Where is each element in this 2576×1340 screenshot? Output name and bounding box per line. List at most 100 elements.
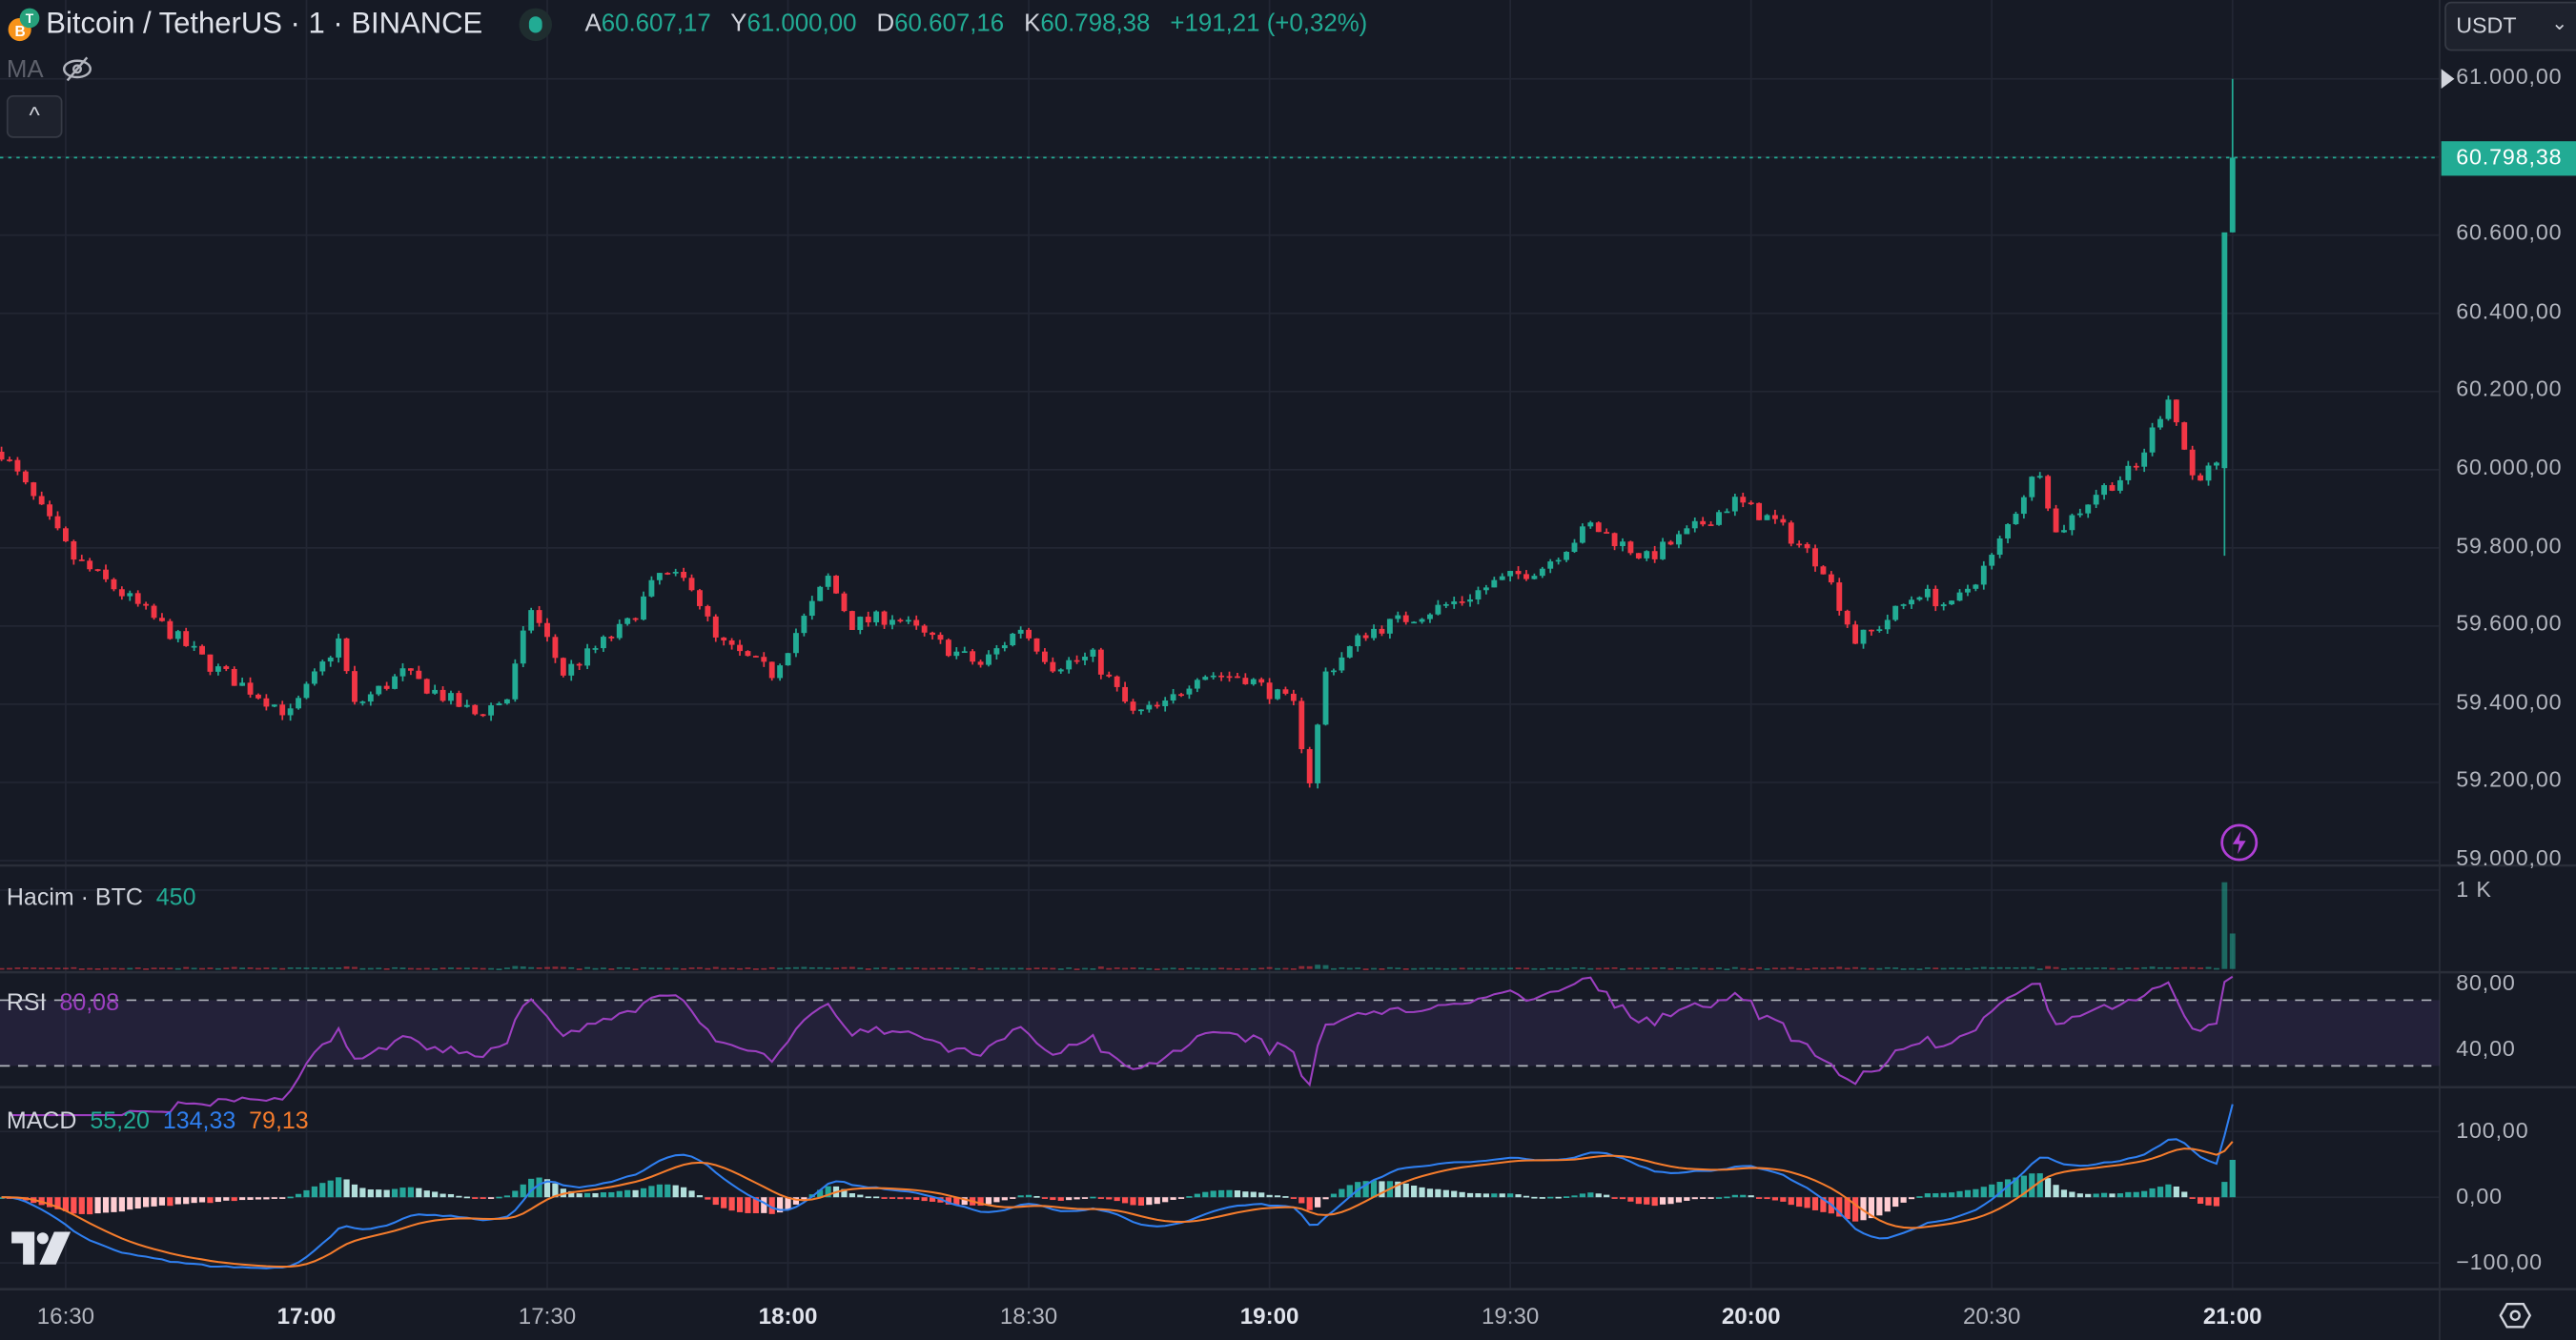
macd-histogram-bar [432,1191,439,1198]
macd-histogram-bar [688,1190,695,1198]
candle-body [1660,541,1666,559]
low-value: 60.607,16 [894,10,1005,38]
volume-bar [0,967,5,970]
settings-icon[interactable] [2499,1301,2532,1330]
candle-body [1442,603,1449,606]
volume-bar [825,967,831,970]
tradingview-logo[interactable] [11,1231,72,1265]
high-marker-icon [2441,69,2455,90]
macd-histogram-bar [1852,1197,1859,1222]
macd-histogram-bar [1177,1197,1185,1199]
candle-body [319,661,326,672]
macd-histogram-bar [247,1197,254,1200]
candle-body [1716,512,1722,525]
price-axis-label: 60.200,00 [2456,376,2563,402]
macd-histogram-bar [151,1197,157,1207]
macd-histogram-bar [1860,1197,1867,1221]
current-price-label: 60.798,38 [2456,144,2563,170]
volume-bar [336,967,342,969]
eye-slash-icon[interactable] [61,54,93,84]
volume-bar [1611,966,1618,969]
candle-body [2053,508,2059,533]
candle-body [174,631,181,640]
candle-body [1427,614,1433,619]
market-open-status-icon[interactable] [519,8,552,42]
candle-body [641,596,646,620]
candle-body [1740,497,1747,503]
volume-label: Hacim · BTC [6,884,143,912]
macd-histogram-bar [1900,1197,1907,1203]
candle-body [167,620,174,640]
volume-bar [1651,967,1658,969]
ma-indicator-label[interactable]: MA [6,55,44,84]
candle-body [1909,599,1914,605]
candle-body [777,665,784,679]
volume-bar [71,966,77,969]
candle-body [1507,571,1514,577]
candle-body [848,611,855,630]
volume-bar [1748,968,1754,971]
macd-histogram-bar [1964,1189,1972,1198]
volume-bar [1427,967,1433,970]
candle-body [263,698,270,707]
candle-body [1604,532,1610,534]
candle-body [159,618,165,621]
volume-bar [1579,967,1585,969]
time-axis-label: 21:00 [2202,1302,2262,1330]
candle-body [22,471,29,483]
close-key: K [1024,10,1041,38]
macd-histogram-bar [1700,1197,1707,1199]
candle-body [1050,661,1056,672]
volume-bar [1097,966,1104,969]
macd-axis-label-minus-100: −100,00 [2456,1249,2543,1275]
macd-histogram-bar [792,1197,800,1205]
volume-bar [47,967,53,969]
candle-body [1258,679,1265,683]
currency-select[interactable]: USDT ⌄ [2444,1,2576,51]
volume-bar [728,967,735,970]
macd-histogram-bar [191,1197,197,1204]
macd-histogram-bar [512,1190,519,1198]
volume-bar [2181,966,2188,969]
volume-bar [993,967,1000,970]
macd-histogram-bar [287,1196,294,1199]
macd-histogram-bar [279,1197,286,1199]
macd-histogram-bar [174,1197,181,1205]
macd-histogram-bar [1635,1197,1642,1205]
volume-bar [1226,967,1233,970]
candle-body [1651,551,1658,559]
lightning-icon[interactable] [2219,822,2259,862]
macd-histogram-bar [1644,1197,1650,1205]
volume-bar [1459,967,1465,970]
macd-histogram-bar [2004,1179,2012,1198]
candle-body [1026,629,1032,639]
candle-body [1900,604,1907,606]
symbol-title[interactable]: Bitcoin / TetherUS · 1 · BINANCE [46,6,483,40]
candle-body [1965,588,1971,593]
macd-histogram-bar [1194,1193,1200,1198]
candle-body [343,638,350,672]
candle-body [1435,604,1441,615]
macd-histogram-bar [2221,1182,2228,1198]
candle-body [1869,629,1874,632]
volume-bar [1620,968,1625,970]
collapse-legend-button[interactable]: ^ [6,94,63,138]
volume-bar [1900,968,1907,970]
volume-bar [1924,967,1931,969]
macd-histogram-bar [1771,1197,1779,1201]
volume-bar [1796,967,1803,970]
volume-bar [1186,967,1193,969]
candle-body [2213,462,2219,466]
macd-histogram-bar [785,1197,791,1209]
candle-body [1266,682,1273,700]
macd-histogram-bar [1315,1197,1321,1208]
volume-bar [865,968,871,970]
candle-body [632,618,639,620]
candle-body [752,656,759,658]
candle-body [1146,704,1153,710]
macd-histogram-bar [1435,1188,1441,1198]
candle-body [127,593,133,597]
